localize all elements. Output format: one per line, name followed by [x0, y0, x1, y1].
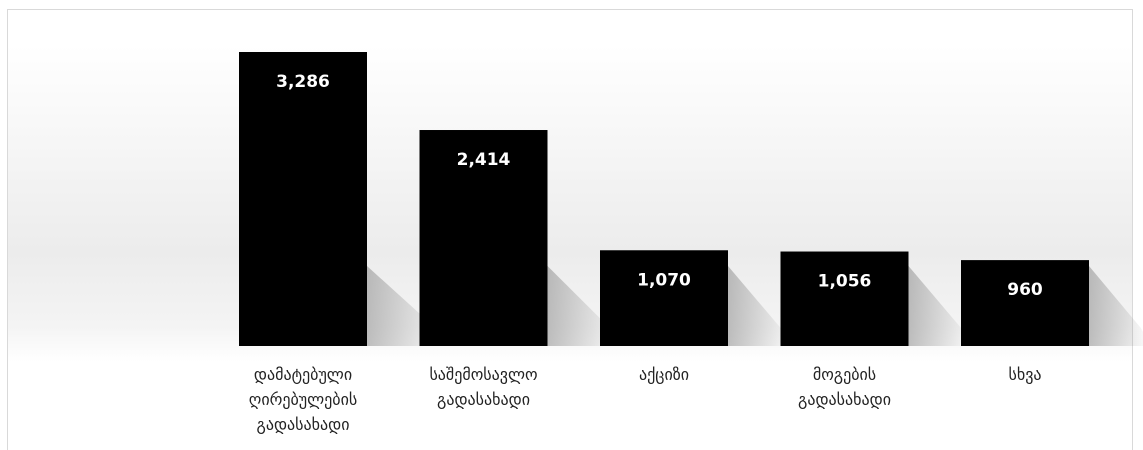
category-label-line: სხვა [1008, 365, 1041, 384]
category-label: დამატებული ღირებულების გადასახადი [249, 365, 357, 434]
category-label: სხვა [1008, 365, 1041, 384]
category-label-line: დამატებული [254, 365, 352, 384]
bars-group [239, 52, 1089, 346]
category-labels-group: დამატებული ღირებულების გადასახადისაშემოსავ… [249, 365, 1042, 434]
chart-area [7, 9, 1133, 450]
category-label-line: ღირებულების [249, 390, 357, 409]
bar [780, 251, 909, 346]
data-label: 1,070 [637, 270, 691, 290]
category-label: საშემოსავლო გადასახადი [429, 365, 537, 409]
bar [961, 260, 1089, 346]
bar [239, 52, 367, 346]
data-label: 960 [1007, 280, 1043, 300]
category-label: აქციზი [639, 365, 689, 384]
bar [600, 250, 728, 346]
bar-shadow [908, 266, 972, 346]
category-label-line: აქციზი [639, 365, 689, 384]
bar-shadow [1089, 266, 1143, 346]
data-label: 3,286 [276, 72, 330, 92]
category-label-line: გადასახადი [257, 415, 350, 434]
bar [419, 130, 548, 346]
category-label-line: მოგების [813, 365, 876, 384]
category-label-line: გადასახადი [798, 390, 891, 409]
data-label: 1,056 [818, 272, 872, 292]
category-label-line: გადასახადი [437, 390, 530, 409]
category-label-line: საშემოსავლო [429, 365, 537, 384]
data-label: 2,414 [457, 150, 511, 170]
bar-shadow [728, 266, 791, 346]
value-labels-group: 3,286 2,414 1,070 1,056 960 [276, 72, 1043, 300]
category-label: მოგების გადასახადი [798, 365, 891, 409]
